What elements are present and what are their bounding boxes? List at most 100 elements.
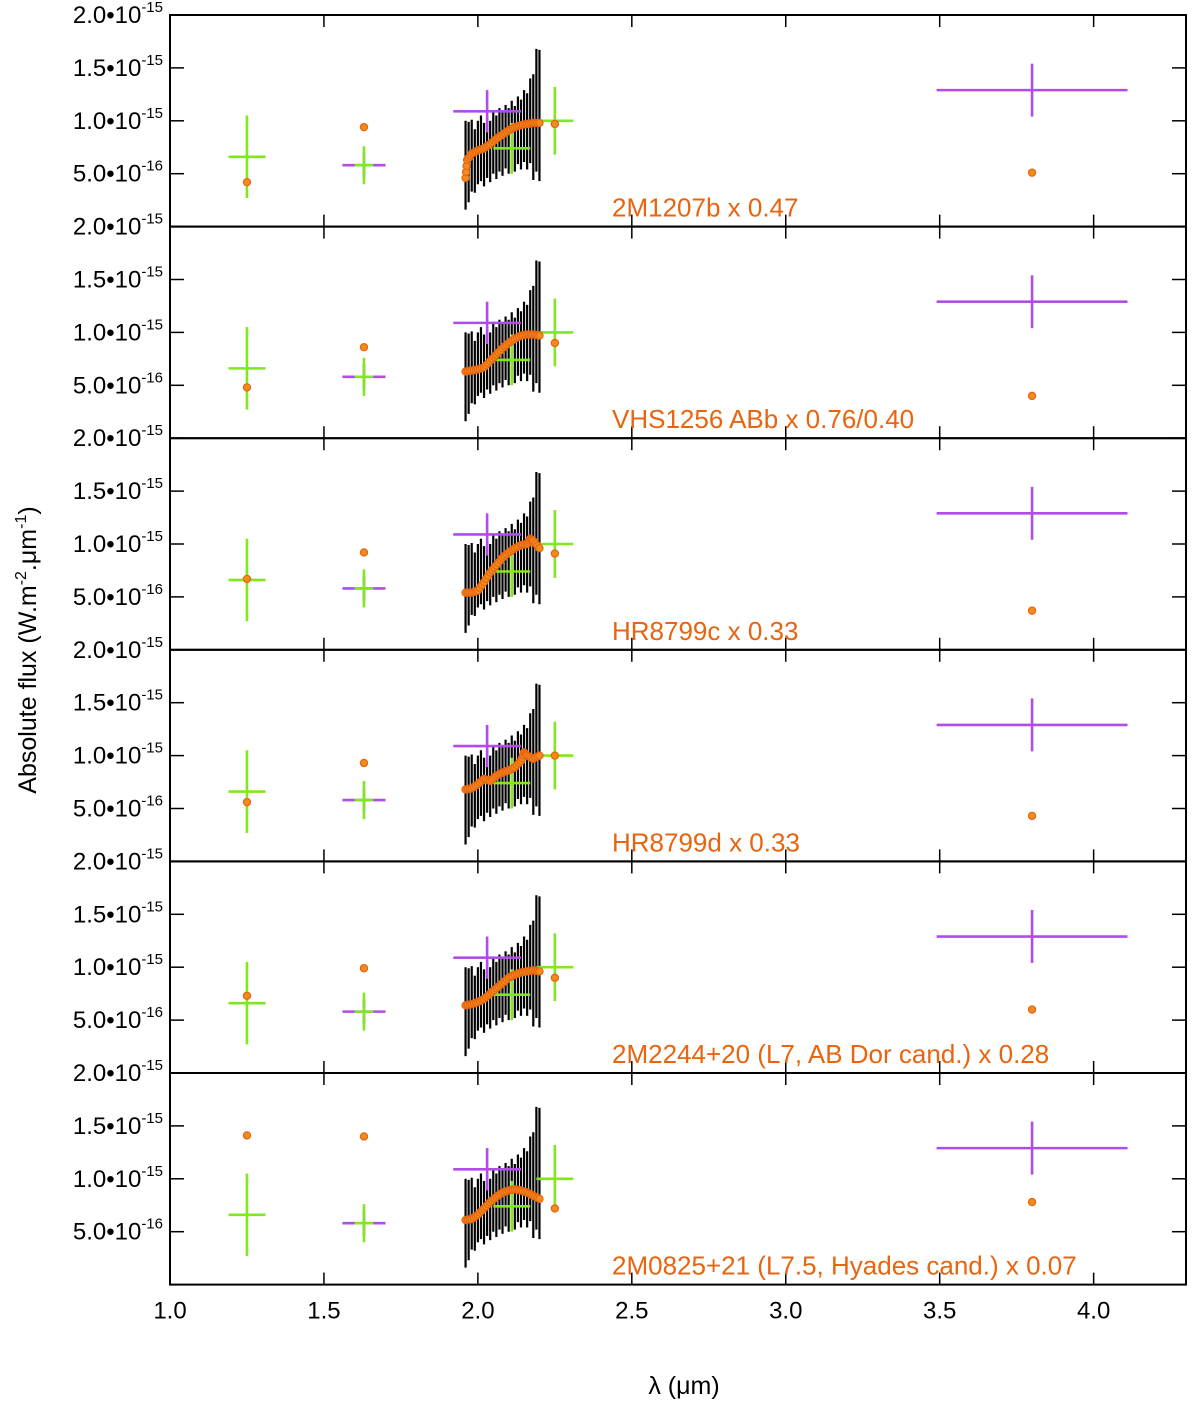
model-point xyxy=(535,331,544,340)
y-tick-exponent: -15 xyxy=(141,316,163,333)
y-tick-exponent: -15 xyxy=(141,105,163,122)
y-tick-exponent: -15 xyxy=(141,1057,163,1074)
y-tick-label: 2.0•10-15 xyxy=(73,211,163,241)
y-tick-mantissa: 1.0•10 xyxy=(73,954,141,981)
y-tick-exponent: -15 xyxy=(141,1110,163,1127)
y-tick-mantissa: 1.0•10 xyxy=(73,108,141,135)
y-tick-label: 5.0•10-16 xyxy=(73,1004,163,1034)
model-photometry-point xyxy=(550,549,560,558)
model-point xyxy=(535,751,544,760)
y-tick-mantissa: 1.5•10 xyxy=(73,690,141,717)
y-tick-label: 1.5•10-15 xyxy=(73,898,163,928)
y-tick-label: 1.5•10-15 xyxy=(73,475,163,505)
y-tick-mantissa: 2.0•10 xyxy=(73,848,141,875)
panel-label: 2M1207b x 0.47 xyxy=(612,193,798,223)
y-tick-exponent: -15 xyxy=(141,951,163,968)
y-tick-label: 1.5•10-15 xyxy=(73,687,163,717)
panel-4: 5.0•10-161.0•10-151.5•10-152.0•10-15HR87… xyxy=(73,634,1187,863)
y-tick-label: 2.0•10-15 xyxy=(73,0,163,29)
y-tick-exponent: -15 xyxy=(141,0,163,16)
model-photometry-point xyxy=(359,964,369,973)
model-photometry-point xyxy=(1027,606,1037,615)
model-photometry-point xyxy=(242,574,252,584)
panel-label: HR8799d x 0.33 xyxy=(612,827,800,857)
panel-6: 5.0•10-161.0•10-151.5•10-152.0•10-152M08… xyxy=(73,1057,1187,1286)
y-tick-mantissa: 1.0•10 xyxy=(73,743,141,770)
x-tick-label: 4.0 xyxy=(1077,1298,1110,1325)
model-photometry-point xyxy=(550,119,560,129)
model-photometry-point xyxy=(550,973,560,982)
y-tick-exponent: -15 xyxy=(141,1163,163,1180)
y-tick-label: 5.0•10-16 xyxy=(73,369,163,399)
y-tick-mantissa: 1.5•10 xyxy=(73,478,141,505)
panel-label: VHS1256 ABb x 0.76/0.40 xyxy=(612,404,914,434)
y-tick-mantissa: 1.5•10 xyxy=(73,55,141,82)
model-photometry-point xyxy=(242,383,252,392)
y-tick-mantissa: 2.0•10 xyxy=(73,2,141,29)
model-point xyxy=(535,1194,544,1204)
y-tick-mantissa: 5.0•10 xyxy=(73,372,141,399)
model-photometry-point xyxy=(242,177,252,187)
y-tick-exponent: -16 xyxy=(141,158,163,175)
model-point xyxy=(535,118,544,128)
y-tick-exponent: -15 xyxy=(141,845,163,862)
y-tick-label: 5.0•10-16 xyxy=(73,581,163,611)
y-tick-mantissa: 5.0•10 xyxy=(73,161,141,188)
y-tick-mantissa: 1.5•10 xyxy=(73,267,141,294)
y-tick-mantissa: 5.0•10 xyxy=(73,796,141,823)
model-photometry-point xyxy=(1027,391,1037,401)
y-tick-mantissa: 1.5•10 xyxy=(73,1113,141,1140)
y-tick-label: 5.0•10-16 xyxy=(73,1216,163,1246)
y-tick-exponent: -16 xyxy=(141,793,163,810)
panels-group: 5.0•10-161.0•10-151.5•10-152.0•10-152M12… xyxy=(73,0,1187,1286)
y-tick-exponent: -15 xyxy=(141,52,163,69)
y-tick-exponent: -16 xyxy=(141,581,163,598)
y-tick-label: 1.0•10-15 xyxy=(73,316,163,346)
y-tick-label: 1.0•10-15 xyxy=(73,528,163,558)
model-photometry-point xyxy=(359,122,369,132)
panel-2: 5.0•10-161.0•10-151.5•10-152.0•10-15VHS1… xyxy=(73,211,1187,440)
x-tick-label: 2.5 xyxy=(615,1298,648,1325)
y-tick-label: 1.5•10-15 xyxy=(73,1110,163,1140)
y-tick-label: 1.5•10-15 xyxy=(73,52,163,82)
y-tick-exponent: -15 xyxy=(141,898,163,915)
y-tick-exponent: -15 xyxy=(141,528,163,545)
x-tick-label: 1.5 xyxy=(307,1298,340,1325)
y-tick-mantissa: 2.0•10 xyxy=(73,214,141,241)
y-tick-label: 5.0•10-16 xyxy=(73,793,163,823)
model-photometry-point xyxy=(242,1131,252,1140)
x-tick-label: 3.0 xyxy=(769,1298,802,1325)
panel-label: 2M0825+21 (L7.5, Hyades cand.) x 0.07 xyxy=(612,1251,1077,1281)
y-tick-mantissa: 2.0•10 xyxy=(73,1060,141,1087)
y-axis-title-main: Absolute flux (W.m xyxy=(14,585,42,793)
y-axis-title-exp1: -2 xyxy=(13,571,30,585)
y-tick-exponent: -15 xyxy=(141,634,163,651)
model-photometry-point xyxy=(242,797,252,807)
model-photometry-point xyxy=(1027,1197,1037,1207)
y-tick-label: 2.0•10-15 xyxy=(73,845,163,875)
model-photometry-point xyxy=(550,1204,560,1213)
model-photometry-point xyxy=(550,338,560,348)
y-tick-exponent: -15 xyxy=(141,687,163,704)
panel-label: HR8799c x 0.33 xyxy=(612,616,798,646)
model-photometry-point xyxy=(359,758,369,768)
y-tick-mantissa: 5.0•10 xyxy=(73,1007,141,1034)
model-photometry-point xyxy=(1027,811,1037,821)
y-tick-label: 1.0•10-15 xyxy=(73,740,163,770)
model-photometry-point xyxy=(359,1132,369,1141)
y-tick-label: 2.0•10-15 xyxy=(73,1057,163,1087)
y-axis-title-exp2: -1 xyxy=(13,515,30,529)
y-tick-label: 2.0•10-15 xyxy=(73,634,163,664)
y-tick-exponent: -15 xyxy=(141,740,163,757)
panel-1: 5.0•10-161.0•10-151.5•10-152.0•10-152M12… xyxy=(73,0,1187,228)
y-axis-title-mid: .μm xyxy=(14,529,42,571)
panel-3: 5.0•10-161.0•10-151.5•10-152.0•10-15HR87… xyxy=(73,422,1187,651)
panel-5: 5.0•10-161.0•10-151.5•10-152.0•10-152M22… xyxy=(73,845,1187,1075)
y-tick-exponent: -16 xyxy=(141,369,163,386)
y-tick-label: 1.5•10-15 xyxy=(73,264,163,294)
x-axis-title: λ (μm) xyxy=(648,1372,719,1400)
x-tick-label: 1.0 xyxy=(153,1298,186,1325)
y-tick-exponent: -15 xyxy=(141,422,163,439)
y-tick-label: 2.0•10-15 xyxy=(73,422,163,452)
